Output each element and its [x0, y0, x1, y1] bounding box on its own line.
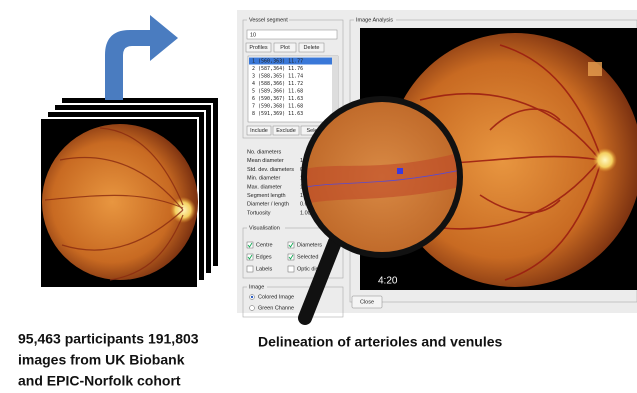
- button[interactable]: [245, 42, 272, 53]
- stat-label: Std. dev. diameters: [247, 167, 294, 173]
- button-label[interactable]: Delete: [304, 45, 320, 51]
- checkbox-label[interactable]: Diameters: [297, 242, 322, 248]
- stat-label: Tortuosity: [247, 210, 271, 216]
- checkmark: [288, 242, 294, 248]
- checkbox[interactable]: [246, 253, 254, 261]
- timestamp: 4:20: [378, 276, 398, 287]
- list-item[interactable]: 4 (588,366) 11.72: [252, 81, 303, 87]
- checkmark: [247, 242, 253, 248]
- ui-controls: Profiles Plot Delete 1 (560,363) 11.772 (58…: [245, 42, 332, 311]
- list-item[interactable]: 6 (590,367) 11.63: [252, 96, 303, 102]
- checkbox[interactable]: [246, 265, 254, 273]
- captions: Delineation of arterioles and venules 95…: [18, 331, 503, 389]
- radio-label[interactable]: Colored Image: [258, 294, 294, 300]
- list-item[interactable]: 7 (590,368) 11.68: [252, 104, 303, 110]
- stat-label: No. diameters: [247, 149, 281, 155]
- button[interactable]: [273, 42, 297, 53]
- magnifier: [298, 96, 463, 325]
- button-label[interactable]: Profiles: [249, 45, 268, 51]
- group-title: Image Analysis: [356, 17, 393, 23]
- stat-value: 1: [300, 193, 303, 199]
- caption-left: 95,463 participants 191,803: [18, 331, 199, 347]
- list-item[interactable]: 8 (591,369) 11.63: [252, 111, 303, 117]
- stat-label: Diameter / length: [247, 202, 289, 208]
- radio-label[interactable]: Green Channe: [258, 305, 294, 311]
- list-item[interactable]: 2 (587,364) 11.76: [252, 66, 303, 72]
- image-stack: [39, 96, 220, 289]
- button-label[interactable]: Plot: [280, 45, 290, 51]
- group-title: Vessel segment: [249, 17, 288, 23]
- group-title: Image: [249, 284, 264, 290]
- close-button[interactable]: [351, 295, 383, 309]
- checkbox-label[interactable]: Selected: [297, 254, 318, 260]
- button-label[interactable]: Exclude: [276, 128, 296, 134]
- checkbox-label[interactable]: Optic disc: [297, 266, 321, 272]
- stat-label: Min. diameter: [247, 176, 280, 182]
- list-box: [247, 55, 339, 123]
- list-item[interactable]: 3 (588,365) 11.74: [252, 74, 303, 80]
- button[interactable]: [246, 125, 272, 136]
- button-label[interactable]: Include: [250, 128, 268, 134]
- checkbox[interactable]: [287, 265, 295, 273]
- group-title: Visualisation: [249, 225, 280, 231]
- stat-label: Mean diameter: [247, 158, 284, 164]
- stat-value: 1.00: [300, 210, 311, 216]
- stat-value: 0.0: [300, 202, 308, 208]
- caption-left: and EPIC-Norfolk cohort: [18, 373, 181, 389]
- checkbox-label[interactable]: Centre: [256, 242, 273, 248]
- dropdown[interactable]: [246, 29, 338, 40]
- scrollbar[interactable]: [332, 56, 338, 122]
- close-label[interactable]: Close: [360, 299, 374, 305]
- radio-dot: [250, 295, 254, 299]
- arrow: [105, 15, 178, 100]
- checkbox[interactable]: [287, 253, 295, 261]
- caption-right: Delineation of arterioles and venules: [258, 334, 503, 350]
- checkbox[interactable]: [287, 241, 295, 249]
- checkbox[interactable]: [246, 241, 254, 249]
- stat-label: Max. diameter: [247, 184, 282, 190]
- list-item[interactable]: 1 (560,363) 11.77: [252, 59, 303, 65]
- button[interactable]: [272, 125, 300, 136]
- checkmark: [247, 254, 253, 260]
- radio[interactable]: [249, 305, 255, 311]
- stat-value: 1: [300, 184, 303, 190]
- stat-label: Segment length: [247, 193, 286, 199]
- button-label[interactable]: Sele: [306, 128, 317, 134]
- checkbox-label[interactable]: Edges: [256, 254, 272, 260]
- checkmark: [288, 254, 294, 260]
- checkbox-label[interactable]: Labels: [256, 266, 272, 272]
- list-item[interactable]: 5 (589,366) 11.68: [252, 89, 303, 95]
- caption-left: images from UK Biobank: [18, 352, 185, 368]
- button[interactable]: [298, 42, 325, 53]
- dropdown-value[interactable]: 10: [250, 32, 256, 38]
- list-selection: [249, 57, 332, 65]
